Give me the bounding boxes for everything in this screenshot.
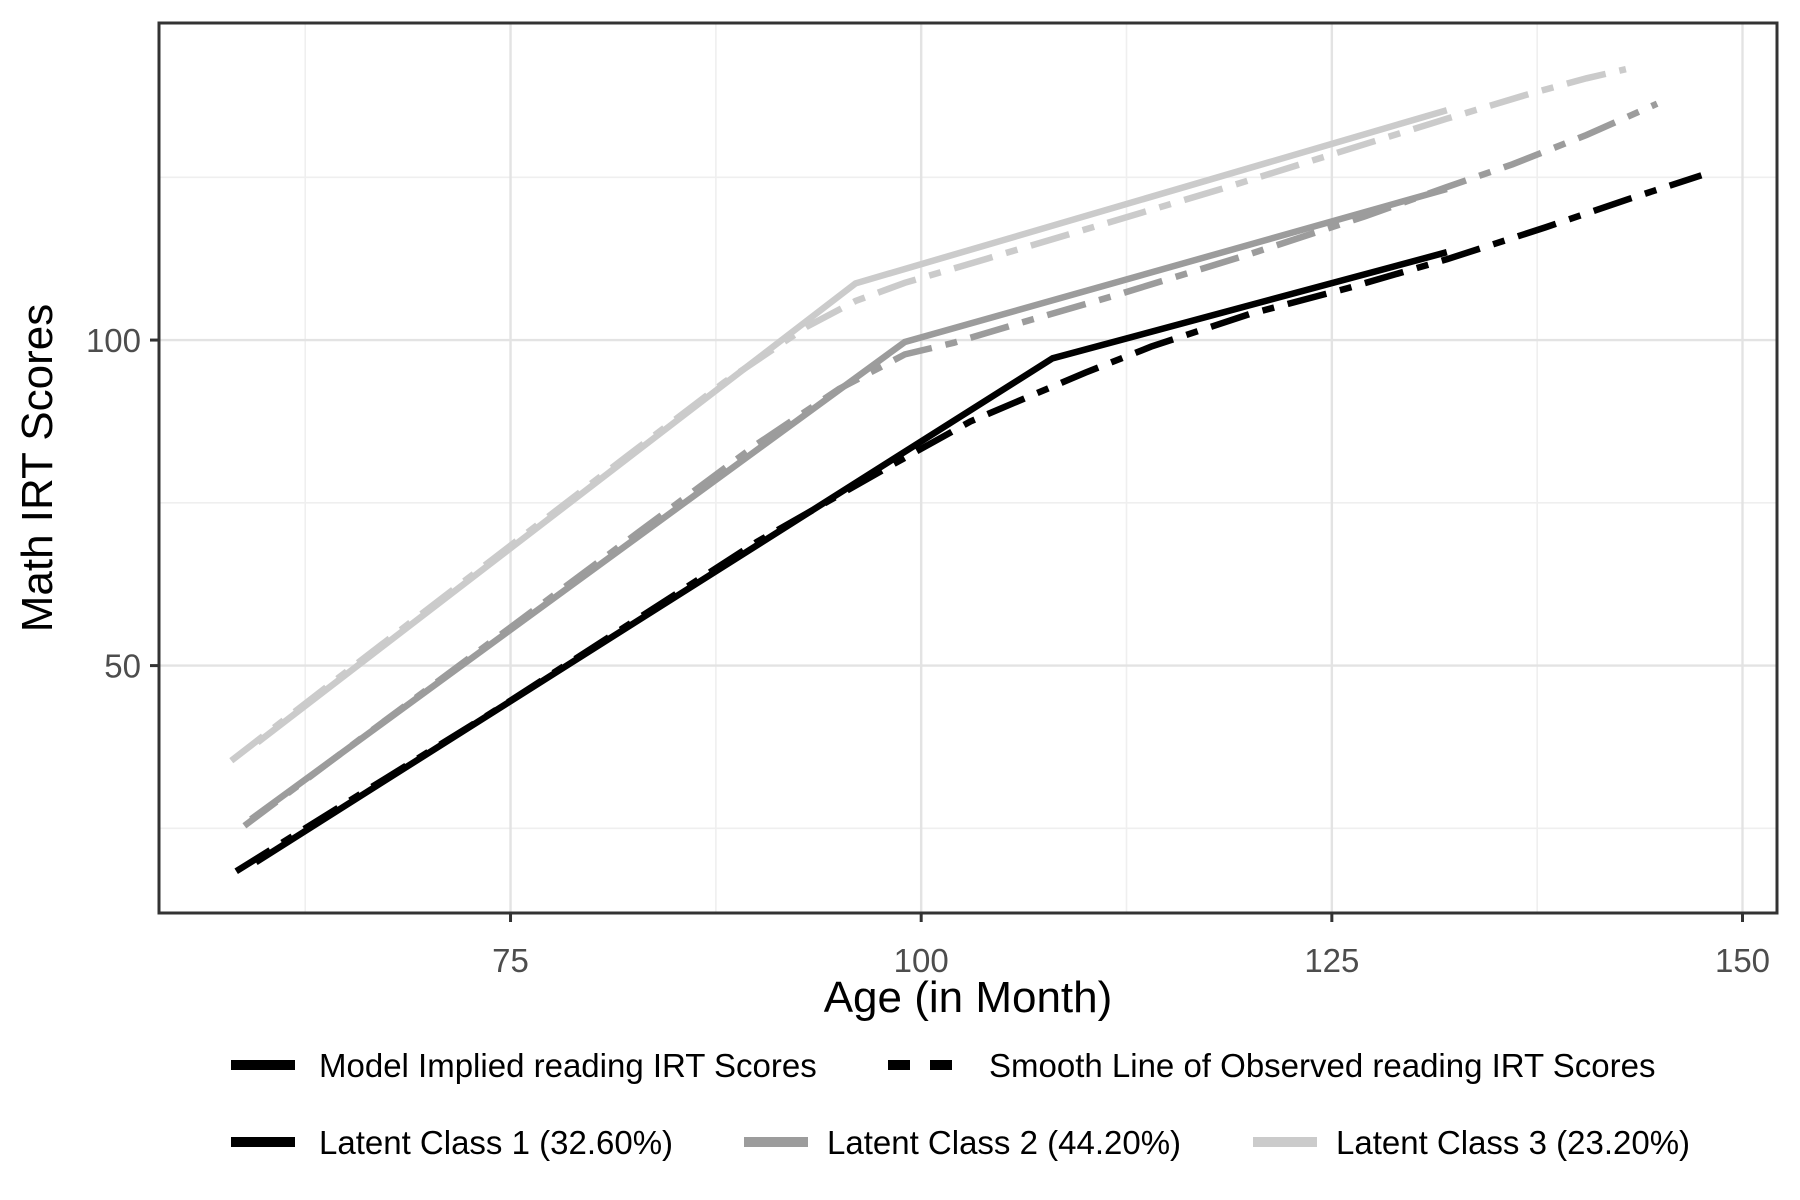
legend-label: Model Implied reading IRT Scores: [319, 1047, 817, 1084]
legend-label: Latent Class 3 (23.20%): [1336, 1124, 1690, 1161]
series-lines: [229, 66, 1703, 875]
legend-label: Latent Class 1 (32.60%): [319, 1124, 673, 1161]
x-tick-label: 125: [1304, 942, 1359, 979]
series-line-class1-observed: [234, 172, 1703, 875]
series-line-class3-observed: [229, 66, 1627, 764]
legend-label: Latent Class 2 (44.20%): [827, 1124, 1181, 1161]
series-line-class3-model: [255, 107, 1448, 745]
tick-labels: 75 100 125 150 50 100: [86, 322, 1770, 979]
gridlines-major: [159, 23, 1777, 913]
y-tick-label: 50: [104, 648, 141, 685]
y-tick-label: 100: [86, 322, 141, 359]
x-axis-title: Age (in Month): [824, 973, 1113, 1022]
axis-ticks: [150, 338, 1745, 922]
gridlines-minor: [159, 23, 1777, 913]
x-tick-label: 150: [1715, 942, 1770, 979]
x-tick-label: 100: [894, 942, 949, 979]
plot-panel: [159, 23, 1777, 913]
plot-border: [157, 21, 1779, 915]
y-axis-title: Math IRT Scores: [13, 304, 62, 633]
legend-label: Smooth Line of Observed reading IRT Scor…: [989, 1047, 1655, 1084]
series-line-class2-observed: [242, 100, 1659, 829]
legend: Model Implied reading IRT Scores Smooth L…: [231, 1047, 1690, 1161]
x-tick-label: 75: [492, 942, 529, 979]
